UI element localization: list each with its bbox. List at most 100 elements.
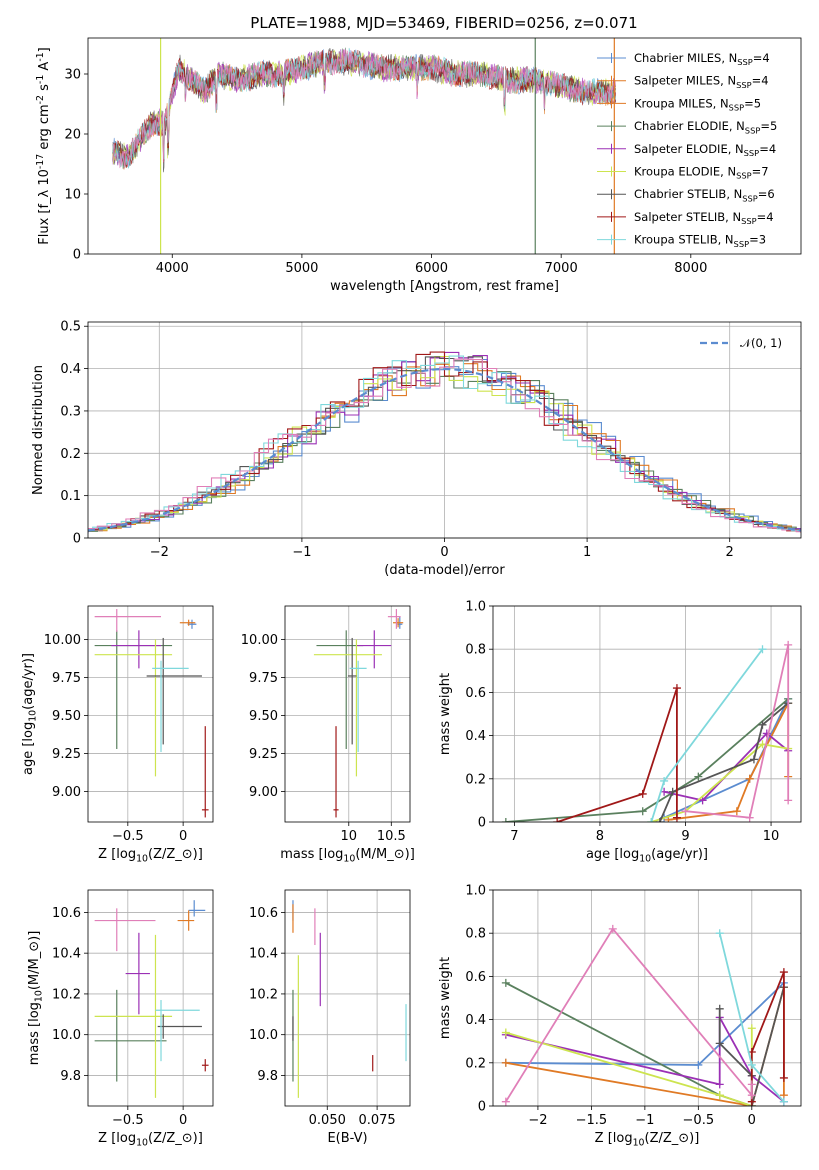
weight-marker bbox=[681, 807, 690, 816]
y-tick-label: 0.2 bbox=[465, 772, 486, 787]
y-tick-label: 10.00 bbox=[241, 633, 278, 648]
data-point bbox=[201, 726, 209, 818]
grid bbox=[285, 890, 410, 1106]
y-tick-label: 0.5 bbox=[60, 320, 81, 335]
weight-series bbox=[647, 645, 767, 822]
x-tick-label: 10.5 bbox=[377, 829, 406, 844]
weight-series bbox=[501, 924, 756, 1106]
y-axis-label: Normed distribution bbox=[31, 365, 46, 495]
axes: 7 8 9 10 0 0.2 0.4 0.6 0.8 1.0 age [log10(age/yr)]… bbox=[438, 600, 802, 865]
weight-marker bbox=[715, 1039, 724, 1048]
x-tick-label: 8000 bbox=[674, 261, 707, 276]
weight-marker bbox=[758, 645, 767, 654]
y-tick-label: 10.6 bbox=[52, 906, 81, 921]
weight-line bbox=[658, 702, 789, 822]
weight-marker bbox=[698, 796, 707, 805]
y-tick-label: 0.1 bbox=[60, 489, 81, 504]
x-axis-label: Z [log10(Z/Z_⊙)] bbox=[595, 1131, 700, 1149]
x-axis-label: age [log10(age/yr)] bbox=[586, 847, 708, 865]
y-tick-label: 0 bbox=[478, 1100, 486, 1115]
age-vs-mass-panel: 10 10.5 9.00 9.25 9.50 9.75 10.00 mass [log10(M… bbox=[241, 605, 415, 865]
x-axis-label: Z [log10(Z/Z_⊙)] bbox=[98, 847, 203, 865]
residuals-legend: 𝒩(0, 1) bbox=[700, 336, 782, 350]
spectrum-panel: 4000 5000 6000 7000 8000 0 10 20 30 wavelength [A… bbox=[35, 37, 802, 294]
weight-vs-metallicity-panel: −2 −1.5 −1 −0.5 0 0 0.2 0.4 0.6 0.8 1.0 Z [log10(Z/… bbox=[438, 884, 802, 1149]
weight-marker bbox=[747, 1091, 756, 1100]
weight-marker bbox=[694, 772, 703, 781]
weight-marker bbox=[672, 684, 681, 693]
y-tick-label: 10.6 bbox=[249, 906, 278, 921]
data-point bbox=[125, 932, 150, 1015]
legend-label: Chabrier ELODIE, NSSP=5 bbox=[634, 119, 777, 135]
weight-marker bbox=[501, 1028, 510, 1037]
axes: −2 −1.5 −1 −0.5 0 0 0.2 0.4 0.6 0.8 1.0 Z [log10(Z/… bbox=[438, 884, 802, 1149]
legend-label: 𝒩(0, 1) bbox=[740, 336, 782, 350]
weight-line bbox=[505, 1028, 753, 1106]
weight-line bbox=[663, 698, 790, 819]
y-tick-label: 0.6 bbox=[465, 686, 486, 701]
weight-marker bbox=[553, 818, 562, 822]
weight-marker bbox=[647, 818, 656, 822]
weight-marker bbox=[501, 1097, 510, 1106]
data-point bbox=[157, 1014, 202, 1039]
weight-marker bbox=[715, 1004, 724, 1013]
legend-label: Chabrier MILES, NSSP=4 bbox=[634, 51, 770, 67]
weight-marker bbox=[501, 818, 510, 822]
data-point bbox=[94, 989, 167, 1082]
y-tick-label: 9.75 bbox=[249, 671, 278, 686]
mass-vs-ebv-panel: 0.050 0.075 9.8 10.0 10.2 10.4 10.6 E(B-V) bbox=[249, 889, 411, 1146]
data-point bbox=[152, 660, 189, 753]
x-axis-label: Z [log10(Z/Z_⊙)] bbox=[98, 1131, 203, 1149]
x-tick-label: −2 bbox=[150, 545, 169, 560]
weight-line bbox=[651, 743, 789, 822]
x-tick-label: 0 bbox=[440, 545, 448, 560]
plot-area bbox=[501, 924, 788, 1106]
x-tick-label: −1 bbox=[292, 545, 311, 560]
weight-marker bbox=[668, 787, 677, 796]
x-tick-label: 4000 bbox=[156, 261, 189, 276]
legend-label: Chabrier STELIB, NSSP=6 bbox=[634, 187, 775, 203]
axes-frame bbox=[284, 889, 411, 1107]
weight-marker bbox=[638, 789, 647, 798]
weight-series bbox=[664, 699, 793, 822]
y-tick-label: 10.2 bbox=[249, 987, 278, 1002]
age-vs-metallicity-panel: −0.5 0 9.00 9.25 9.50 9.75 10.00 Z [log10(Z/Z_⊙… bbox=[21, 605, 214, 865]
x-axis-label: mass [log10(M/M_⊙)] bbox=[280, 847, 415, 865]
y-axis-label: mass weight bbox=[438, 957, 453, 1039]
weight-marker bbox=[779, 968, 788, 977]
weight-series bbox=[715, 929, 788, 1106]
x-tick-label: −0.5 bbox=[112, 1113, 144, 1128]
legend-label: Salpeter ELODIE, NSSP=4 bbox=[634, 142, 776, 158]
plot-area bbox=[292, 900, 407, 1098]
axes-frame bbox=[87, 889, 214, 1107]
mass-vs-metallicity-panel: −0.5 0 9.8 10.0 10.2 10.4 10.6 Z [log10(Z/Z_⊙)]… bbox=[27, 889, 214, 1149]
spectrum-legend: Chabrier MILES, NSSP=4 Salpeter MILES, NS… bbox=[597, 51, 777, 249]
legend-label: Salpeter STELIB, NSSP=4 bbox=[634, 210, 774, 226]
plot-area bbox=[501, 640, 793, 822]
axes-frame bbox=[492, 889, 802, 1107]
data-point bbox=[179, 619, 196, 626]
legend-label: Kroupa STELIB, NSSP=3 bbox=[634, 233, 766, 249]
axes-frame bbox=[87, 37, 802, 255]
weight-marker bbox=[784, 796, 793, 805]
plot-area bbox=[313, 609, 404, 818]
data-point bbox=[94, 609, 162, 632]
y-tick-label: 9.50 bbox=[52, 709, 81, 724]
x-tick-label: 5000 bbox=[285, 261, 318, 276]
x-tick-label: 7 bbox=[510, 829, 518, 844]
weight-line bbox=[505, 982, 753, 1106]
y-tick-label: 10.0 bbox=[52, 1028, 81, 1043]
axes-frame bbox=[284, 605, 411, 823]
y-tick-label: 0.2 bbox=[60, 447, 81, 462]
data-point bbox=[146, 637, 202, 745]
weight-marker bbox=[784, 640, 793, 649]
y-tick-label: 10.0 bbox=[249, 1028, 278, 1043]
weight-marker bbox=[747, 1060, 756, 1069]
weight-series bbox=[681, 640, 793, 822]
data-point bbox=[387, 609, 401, 629]
x-axis-label: (data-model)/error bbox=[384, 563, 505, 578]
weight-marker bbox=[747, 1080, 756, 1089]
weight-marker bbox=[694, 1060, 703, 1069]
x-tick-label: 0.050 bbox=[309, 1113, 346, 1128]
